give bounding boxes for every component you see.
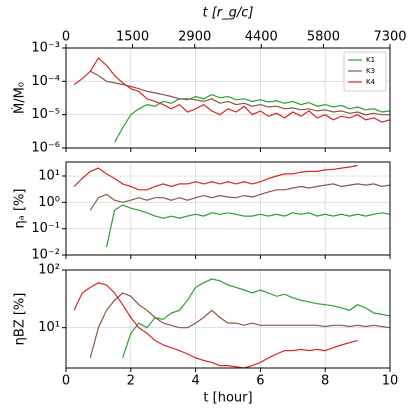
legend-box bbox=[343, 51, 387, 92]
x2-tick-label: 0 bbox=[62, 30, 70, 45]
y-tick-label: 10⁰ bbox=[38, 195, 60, 210]
series-line bbox=[89, 292, 390, 358]
series-line bbox=[90, 70, 390, 116]
y-tick-label: 10⁻⁶ bbox=[31, 141, 60, 156]
y-tick-label: 10⁻³ bbox=[31, 41, 60, 56]
x-tick-label: 4 bbox=[191, 374, 199, 389]
y-tick-label: 10⁻² bbox=[31, 248, 60, 263]
plot-frame bbox=[65, 269, 391, 369]
x-tick-label: 6 bbox=[256, 374, 264, 389]
series-line bbox=[89, 183, 390, 211]
series-line bbox=[73, 57, 390, 123]
x-tick-label: 8 bbox=[321, 374, 329, 389]
y-tick-label: 10² bbox=[38, 263, 60, 278]
x2-axis-label: t [r_g/c] bbox=[203, 6, 254, 21]
y-axis-label: ηBZ [%] bbox=[13, 293, 28, 346]
x2-tick-label: 7300 bbox=[373, 30, 406, 45]
x2-tick-label: 5800 bbox=[307, 30, 340, 45]
series-line bbox=[73, 164, 358, 191]
plot-frame bbox=[65, 47, 391, 149]
x2-tick-label: 2900 bbox=[178, 30, 211, 45]
legend-label: K3 bbox=[366, 67, 375, 75]
series-line bbox=[122, 278, 390, 358]
y-tick-label: 10⁻⁴ bbox=[31, 74, 60, 89]
y-axis-label: ηₐ [%] bbox=[13, 189, 28, 229]
x-axis-label: t [hour] bbox=[203, 391, 252, 406]
plot-frame bbox=[65, 161, 391, 256]
series-line bbox=[105, 204, 390, 248]
x-tick-label: 10 bbox=[382, 374, 399, 389]
x-tick-label: 0 bbox=[62, 374, 70, 389]
x2-tick-label: 4400 bbox=[245, 30, 278, 45]
legend-label: K1 bbox=[366, 56, 375, 64]
x-tick-label: 2 bbox=[127, 374, 135, 389]
y-tick-label: 10⁻¹ bbox=[31, 221, 60, 236]
series-line bbox=[73, 282, 358, 368]
y-axis-label: Ṁ/M₀ bbox=[12, 82, 28, 114]
y-tick-label: 10¹ bbox=[38, 168, 60, 183]
x2-tick-label: 1500 bbox=[116, 30, 149, 45]
legend-label: K4 bbox=[366, 78, 376, 86]
y-tick-label: 10⁻⁵ bbox=[31, 107, 60, 122]
y-tick-label: 10¹ bbox=[38, 320, 60, 335]
